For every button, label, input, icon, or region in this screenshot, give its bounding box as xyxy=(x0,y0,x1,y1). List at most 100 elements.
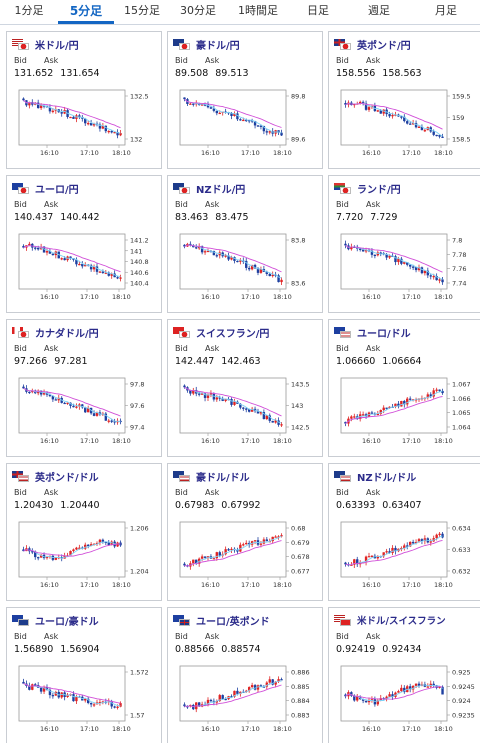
tab-weekly[interactable]: 週足 xyxy=(368,4,390,17)
rate-card[interactable]: 豪ドル/円 Bid Ask 89.508 89.513 89.8 89.6 16:10 1… xyxy=(167,31,323,169)
currency-pair-name[interactable]: 米ドル/円 xyxy=(35,40,79,52)
mini-candlestick-chart[interactable]: 0.634 0.633 0.632 16:10 17:10 18:10 xyxy=(335,519,479,591)
rate-card[interactable]: NZドル/円 Bid Ask 83.463 83.475 83.8 83.6 16:10… xyxy=(167,175,323,313)
candle-body xyxy=(236,550,239,552)
bid-ask-labels: Bid Ask xyxy=(14,200,74,209)
currency-pair-name[interactable]: スイスフラン/円 xyxy=(196,328,270,340)
x-tick-label: 16:10 xyxy=(362,149,381,157)
candle-body xyxy=(441,279,444,283)
card-header: 米ドル/スイスフラン xyxy=(334,613,446,627)
au-flag-icon xyxy=(18,618,29,626)
candle-body xyxy=(353,416,356,418)
tab-daily[interactable]: 日足 xyxy=(307,4,329,17)
candle-body xyxy=(403,687,406,693)
currency-pair-name[interactable]: 英ポンド/ドル xyxy=(35,472,99,484)
candle-body xyxy=(39,105,43,109)
currency-pair-name[interactable]: 英ポンド/円 xyxy=(357,40,411,52)
tab-monthly[interactable]: 月足 xyxy=(435,4,457,17)
tab-1hour[interactable]: 1時間足 xyxy=(238,4,278,17)
rate-card[interactable]: 英ポンド/ドル Bid Ask 1.20430 1.20440 1.206 1.204… xyxy=(6,463,162,601)
candle-body xyxy=(268,131,271,133)
ask-value: 140.442 xyxy=(60,212,100,223)
rate-card[interactable]: ユーロ/豪ドル Bid Ask 1.56890 1.56904 1.572 1.57 1… xyxy=(6,607,162,743)
tab-5min[interactable]: 5分足 xyxy=(58,0,114,24)
mini-candlestick-chart[interactable]: 141.2 141 140.8 140.6 140.4 16:10 17:10 18:10 xyxy=(13,231,157,303)
y-tick-label: 1.066 xyxy=(452,395,471,403)
mini-candlestick-chart[interactable]: 159.5 159 158.5 16:10 17:10 18:10 xyxy=(335,87,479,159)
bid-label: Bid xyxy=(336,56,349,65)
currency-pair-name[interactable]: ユーロ/円 xyxy=(35,184,79,196)
currency-pair-name[interactable]: 豪ドル/円 xyxy=(196,40,240,52)
currency-pair-name[interactable]: カナダドル/円 xyxy=(35,328,99,340)
rate-card[interactable]: ユーロ/円 Bid Ask 140.437 140.442 141.2 141 140.… xyxy=(6,175,162,313)
candle-body xyxy=(200,104,204,106)
candle-body xyxy=(63,258,66,261)
x-tick-label: 17:10 xyxy=(241,725,260,733)
candle-body xyxy=(89,702,93,705)
currency-pair-name[interactable]: ユーロ/豪ドル xyxy=(35,616,99,628)
tab-1min[interactable]: 1分足 xyxy=(14,4,44,17)
mini-candlestick-chart[interactable]: 89.8 89.6 16:10 17:10 18:10 xyxy=(174,87,318,159)
mini-candlestick-chart[interactable]: 0.886 0.885 0.884 0.883 16:10 17:10 18:10 xyxy=(174,663,318,735)
candle-body xyxy=(388,694,391,697)
candle-body xyxy=(84,698,87,701)
card-header: 英ポンド/円 xyxy=(334,37,411,52)
currency-pair-name[interactable]: 米ドル/スイスフラン xyxy=(357,616,446,627)
candle-body xyxy=(403,262,406,264)
currency-pair-name[interactable]: 豪ドル/ドル xyxy=(196,472,250,484)
candle-body xyxy=(426,270,430,276)
candle-body xyxy=(247,687,251,691)
rate-card[interactable]: カナダドル/円 Bid Ask 97.266 97.281 97.8 97.6 97.4… xyxy=(6,319,162,457)
flag-icon xyxy=(173,614,190,626)
mini-candlestick-chart[interactable]: 0.925 0.9245 0.924 0.9235 16:10 17:10 18:10 xyxy=(335,663,479,735)
tab-15min[interactable]: 15分足 xyxy=(124,4,160,17)
y-tick-label: 159 xyxy=(452,114,464,122)
candle-body xyxy=(215,255,219,257)
rate-card[interactable]: ユーロ/英ポンド Bid Ask 0.88566 0.88574 0.886 0.88… xyxy=(167,607,323,743)
x-tick-label: 17:10 xyxy=(402,581,421,589)
rate-card[interactable]: スイスフラン/円 Bid Ask 142.447 142.463 143.5 143 1… xyxy=(167,319,323,457)
mini-candlestick-chart[interactable]: 1.206 1.204 16:10 17:10 18:10 xyxy=(13,519,157,591)
mini-candlestick-chart[interactable]: 143.5 143 142.5 16:10 17:10 18:10 xyxy=(174,375,318,447)
candle-body xyxy=(239,544,242,552)
y-tick-label: 1.067 xyxy=(452,381,471,389)
x-tick-label: 18:10 xyxy=(273,725,292,733)
rate-card[interactable]: NZドル/ドル Bid Ask 0.63393 0.63407 0.634 0.633… xyxy=(328,463,480,601)
rate-card[interactable]: ランド/円 Bid Ask 7.720 7.729 7.8 7.78 7.76 7.74 1… xyxy=(328,175,480,313)
mini-candlestick-chart[interactable]: 7.8 7.78 7.76 7.74 16:10 17:10 18:10 xyxy=(335,231,479,303)
x-tick-label: 18:10 xyxy=(273,581,292,589)
currency-pair-name[interactable]: NZドル/ドル xyxy=(357,472,417,484)
rate-card[interactable]: 英ポンド/円 Bid Ask 158.556 158.563 159.5 159 158… xyxy=(328,31,480,169)
mini-candlestick-chart[interactable]: 83.8 83.6 16:10 17:10 18:10 xyxy=(174,231,318,303)
bid-label: Bid xyxy=(14,344,27,353)
candle-body xyxy=(379,410,382,414)
currency-pair-name[interactable]: ユーロ/英ポンド xyxy=(196,616,270,628)
tab-30min[interactable]: 30分足 xyxy=(180,4,216,17)
rate-card[interactable]: 米ドル/円 Bid Ask 131.652 131.654 132.5 132 16:1… xyxy=(6,31,162,169)
candle-body xyxy=(78,404,81,407)
jp-flag-icon xyxy=(18,42,29,50)
y-tick-label: 0.633 xyxy=(452,546,471,554)
candle-body xyxy=(400,400,403,407)
y-tick-label: 0.9235 xyxy=(452,712,475,720)
mini-candlestick-chart[interactable]: 97.8 97.6 97.4 16:10 17:10 18:10 xyxy=(13,375,157,447)
mini-candlestick-chart[interactable]: 132.5 132 16:10 17:10 18:10 xyxy=(13,87,157,159)
candle-body xyxy=(408,686,412,690)
bid-value: 140.437 xyxy=(14,212,54,223)
candle-body xyxy=(245,119,248,122)
candle-body xyxy=(69,551,72,556)
card-header: 豪ドル/円 xyxy=(173,37,240,52)
currency-pair-name[interactable]: NZドル/円 xyxy=(196,184,246,196)
fast-moving-average-line xyxy=(184,535,282,567)
mini-candlestick-chart[interactable]: 1.572 1.57 16:10 17:10 18:10 xyxy=(13,663,157,735)
currency-pair-name[interactable]: ユーロ/ドル xyxy=(357,328,411,340)
currency-pair-name[interactable]: ランド/円 xyxy=(357,184,401,196)
rate-card[interactable]: 米ドル/スイスフラン Bid Ask 0.92419 0.92434 0.925 0.… xyxy=(328,607,480,743)
rate-card[interactable]: 豪ドル/ドル Bid Ask 0.67983 0.67992 0.68 0.679 0.… xyxy=(167,463,323,601)
rate-card[interactable]: ユーロ/ドル Bid Ask 1.06660 1.06664 1.067 1.066 1… xyxy=(328,319,480,457)
bid-ask-labels: Bid Ask xyxy=(14,56,74,65)
mini-candlestick-chart[interactable]: 1.067 1.066 1.065 1.064 16:10 17:10 18:10 xyxy=(335,375,479,447)
x-tick-label: 16:10 xyxy=(362,437,381,445)
candle-body xyxy=(54,557,58,560)
mini-candlestick-chart[interactable]: 0.68 0.679 0.678 0.677 16:10 17:10 18:10 xyxy=(174,519,318,591)
